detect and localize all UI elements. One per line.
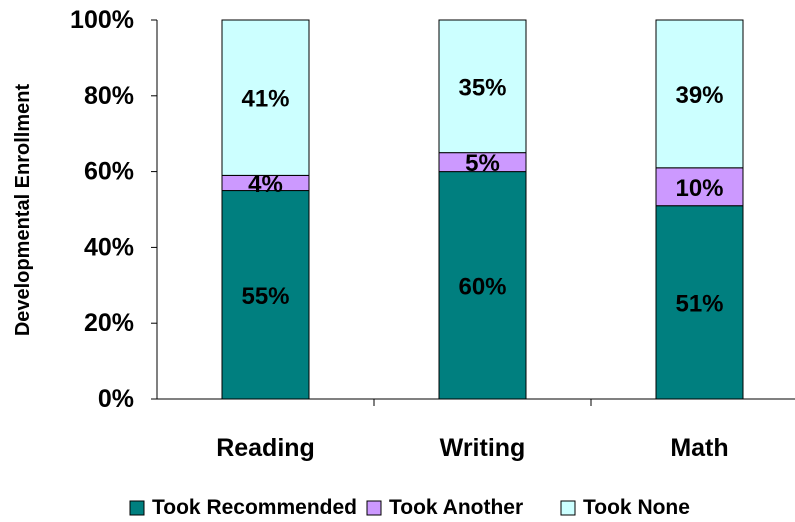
bar-segment: [655, 167, 744, 207]
y-tick-label: 100%: [70, 6, 134, 34]
data-label: 4%: [248, 171, 283, 198]
data-labels: 55% 4% 41% 60% 5% 35% 51% 10% 39%: [241, 74, 723, 317]
data-label: 41%: [241, 86, 289, 113]
x-tick-label: Math: [670, 434, 728, 462]
data-label: 39%: [675, 82, 723, 109]
y-tick-label: 80%: [84, 82, 134, 110]
data-label: 60%: [458, 273, 506, 300]
legend-label: Took Recommended: [152, 496, 357, 519]
y-tick-label: 0%: [98, 385, 134, 413]
y-axis-label: Developmental Enrollment: [12, 84, 34, 337]
data-label: 51%: [675, 290, 723, 317]
x-tick-labels: Reading Writing Math: [216, 434, 728, 462]
x-tick-label: Reading: [216, 434, 315, 462]
legend-label: Took Another: [389, 496, 523, 519]
y-tick-label: 40%: [84, 233, 134, 261]
bar-segment: [221, 19, 310, 176]
x-tick-label: Writing: [440, 434, 526, 462]
y-tick-label: 20%: [84, 309, 134, 337]
bar-segment: [655, 19, 744, 169]
legend: Took Recommended Took Another Took None: [129, 496, 690, 519]
legend-label: Took None: [583, 496, 690, 519]
legend-swatch: [129, 500, 145, 516]
bar-segment: [438, 19, 527, 154]
legend-swatch: [560, 500, 576, 516]
data-label: 10%: [675, 175, 723, 202]
axes: 0% 20% 40% 60% 80% 100%: [70, 6, 795, 413]
data-label: 35%: [458, 74, 506, 101]
legend-swatch: [366, 500, 382, 516]
data-label: 55%: [241, 283, 289, 310]
bar-segment: [221, 190, 310, 400]
bar-segment: [438, 171, 527, 400]
bars: [221, 19, 744, 400]
bar-segment: [655, 205, 744, 400]
y-tick-label: 60%: [84, 158, 134, 186]
data-label: 5%: [465, 150, 500, 177]
